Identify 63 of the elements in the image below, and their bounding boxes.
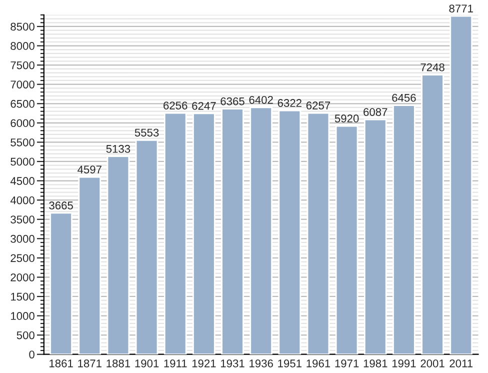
data-label: 8771 bbox=[449, 4, 473, 12]
y-tick-label: 6500 bbox=[10, 100, 34, 108]
y-tick-label: 5500 bbox=[10, 138, 34, 146]
y-tick-label: 2000 bbox=[10, 273, 34, 282]
bar bbox=[192, 112, 216, 354]
x-tick-label: 1971 bbox=[335, 360, 359, 368]
x-tick-label: 1921 bbox=[192, 360, 216, 368]
bar bbox=[50, 212, 72, 354]
y-tick-label: 500 bbox=[16, 331, 34, 340]
y-tick-label: 8500 bbox=[10, 22, 34, 31]
y-tick-label: 3500 bbox=[10, 216, 34, 224]
x-tick-label: 1931 bbox=[220, 360, 244, 368]
data-label: 7248 bbox=[420, 63, 444, 72]
data-label: 6256 bbox=[164, 102, 188, 110]
bar bbox=[306, 112, 330, 354]
x-tick-label: 1991 bbox=[392, 360, 416, 368]
y-tick-label: 4500 bbox=[10, 177, 34, 185]
x-tick-label: 1951 bbox=[278, 360, 302, 368]
x-tick-label: 2001 bbox=[420, 360, 444, 368]
y-tick-label: 4000 bbox=[10, 196, 34, 204]
y-tick-label: 5000 bbox=[10, 158, 34, 166]
data-label: 5553 bbox=[134, 128, 159, 137]
x-tick-label: 1911 bbox=[164, 360, 187, 368]
x-tick-label: 1936 bbox=[250, 360, 273, 368]
y-tick-label: 7500 bbox=[10, 61, 34, 70]
bar bbox=[135, 139, 158, 354]
bar bbox=[278, 110, 302, 354]
data-label: 5920 bbox=[334, 114, 359, 122]
data-label: 6257 bbox=[306, 102, 330, 110]
data-label: 6402 bbox=[249, 96, 273, 104]
bar bbox=[450, 15, 473, 354]
y-tick-label: 8000 bbox=[10, 42, 34, 50]
x-tick-label: 1901 bbox=[135, 360, 159, 368]
x-tick-label: 1871 bbox=[78, 360, 102, 368]
x-tick-label: 1961 bbox=[306, 360, 330, 368]
data-label: 6247 bbox=[192, 102, 216, 110]
x-tick-label: 1981 bbox=[364, 360, 388, 368]
y-tick-label: 2500 bbox=[10, 254, 34, 262]
data-label: 6322 bbox=[278, 99, 302, 107]
data-label: 3665 bbox=[49, 202, 73, 210]
bar bbox=[164, 112, 187, 354]
bar bbox=[106, 156, 130, 354]
bar bbox=[392, 104, 416, 354]
y-tick-label: 6000 bbox=[10, 119, 34, 128]
data-label: 4597 bbox=[78, 166, 102, 174]
bar bbox=[250, 106, 272, 354]
bar bbox=[221, 108, 244, 354]
x-tick-label: 2011 bbox=[450, 360, 473, 368]
data-label: 6365 bbox=[220, 97, 244, 106]
data-label: 5133 bbox=[106, 144, 130, 153]
y-tick-label: 1500 bbox=[11, 292, 34, 301]
bar bbox=[335, 125, 358, 354]
y-tick-label: 0 bbox=[29, 350, 34, 358]
data-label: 6456 bbox=[392, 94, 416, 102]
bar bbox=[421, 74, 444, 354]
y-tick-label: 1000 bbox=[11, 312, 34, 320]
bar bbox=[78, 176, 102, 354]
y-tick-label: 7000 bbox=[10, 80, 34, 88]
y-tick-label: 3000 bbox=[10, 234, 34, 243]
x-tick-label: 1881 bbox=[106, 360, 130, 368]
bar bbox=[364, 118, 387, 354]
data-label: 6087 bbox=[364, 108, 388, 116]
x-tick-label: 1861 bbox=[50, 360, 73, 368]
